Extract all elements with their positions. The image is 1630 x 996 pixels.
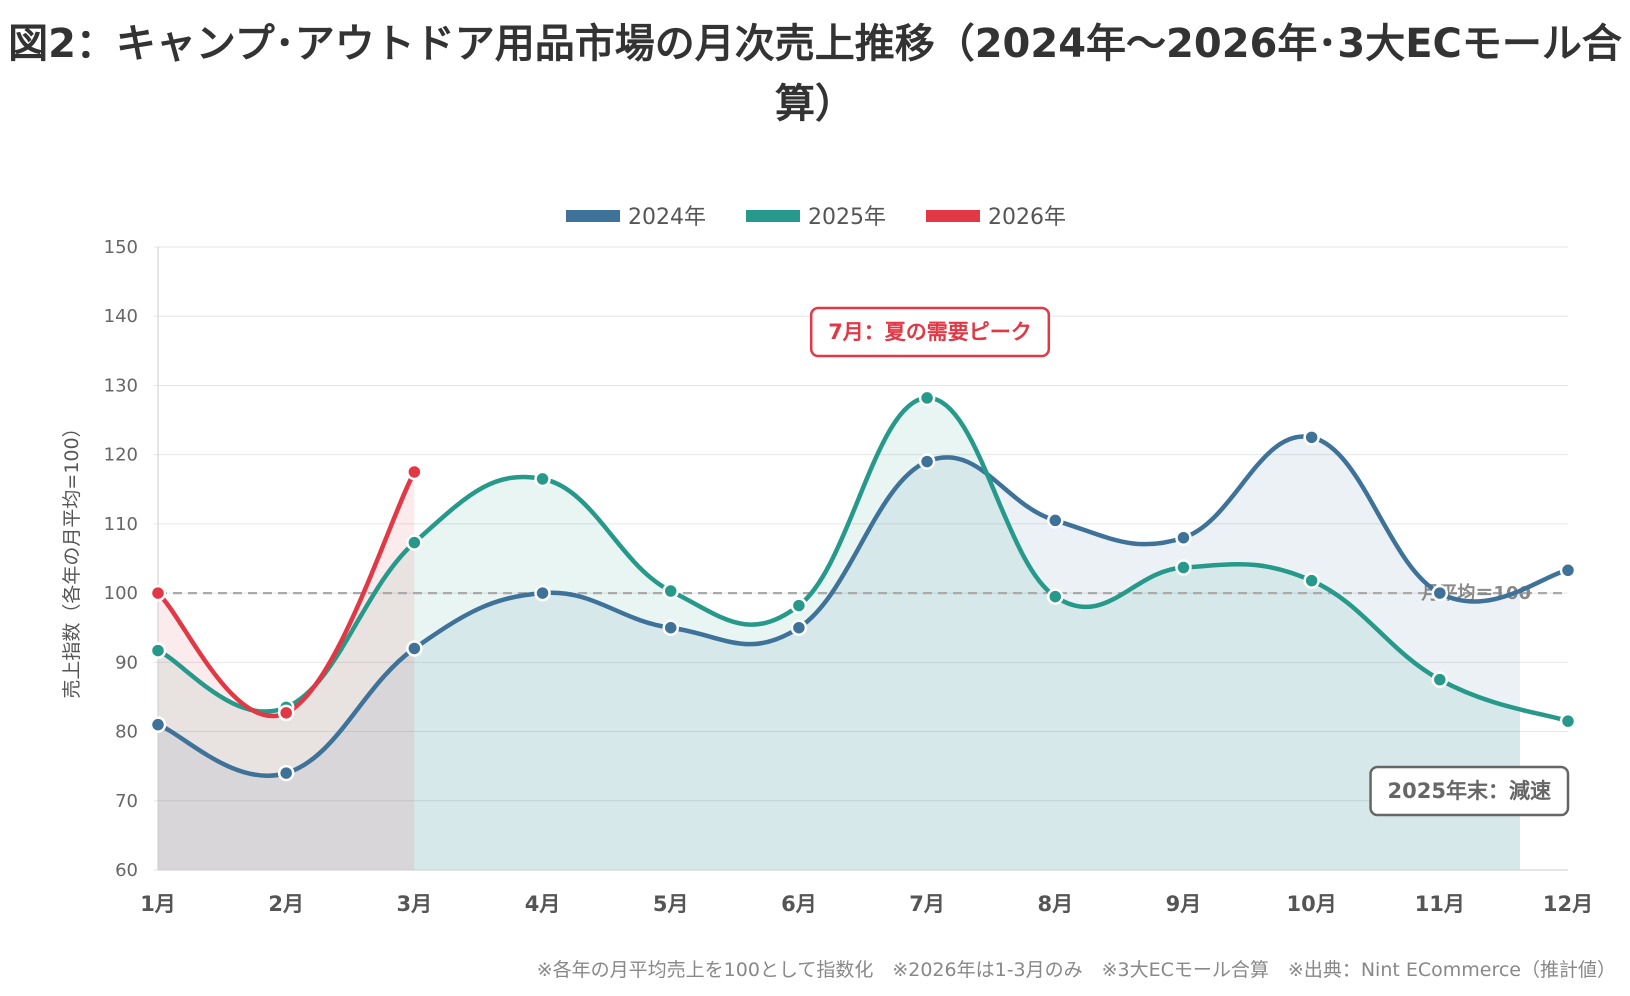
data-point bbox=[790, 597, 808, 614]
data-point bbox=[1047, 512, 1064, 529]
x-tick-label: 8月 bbox=[1037, 892, 1073, 916]
legend-swatch bbox=[566, 210, 620, 222]
data-point bbox=[1047, 588, 1064, 605]
data-point bbox=[406, 463, 423, 481]
y-tick-label: 140 bbox=[104, 306, 138, 327]
y-tick-label: 110 bbox=[104, 514, 138, 535]
data-point bbox=[662, 582, 679, 600]
chart-footnote: ※各年の月平均売上を100として指数化 ※2026年は1-3月のみ ※3大ECモ… bbox=[536, 959, 1616, 981]
series-area bbox=[158, 471, 415, 870]
data-point bbox=[149, 642, 167, 659]
legend-label: 2026年 bbox=[988, 205, 1066, 230]
annotation-box bbox=[1369, 765, 1570, 817]
data-point bbox=[149, 584, 167, 602]
y-tick-label: 70 bbox=[115, 791, 138, 812]
x-tick-label: 10月 bbox=[1287, 892, 1337, 916]
legend: 2024年 2025年 2026年 bbox=[566, 205, 1066, 230]
y-axis-label: 売上指数（各年の月平均=100） bbox=[61, 418, 83, 698]
x-tick-label: 3月 bbox=[397, 892, 433, 916]
legend-swatch bbox=[926, 210, 980, 222]
y-tick-label: 120 bbox=[104, 445, 138, 466]
data-point bbox=[277, 704, 295, 722]
legend-label: 2025年 bbox=[808, 205, 886, 230]
x-tick-label: 12月 bbox=[1543, 892, 1593, 916]
data-point bbox=[790, 619, 808, 636]
x-tick-label: 2月 bbox=[268, 892, 304, 916]
axis-labels: 60 70 80 90 100 110 120 130 140 150 1月 2月 3月 4月 5月 6月 7月… bbox=[61, 237, 1593, 916]
x-tick-label: 5月 bbox=[653, 892, 689, 916]
data-point bbox=[149, 716, 167, 733]
data-point bbox=[1431, 584, 1449, 602]
chart-title: 図2：キャンプ･アウトドア用品市場の月次売上推移（2024年〜2026年･3大E… bbox=[8, 21, 1622, 127]
x-tick-label: 9月 bbox=[1166, 892, 1202, 916]
y-tick-label: 130 bbox=[104, 375, 138, 396]
x-tick-label: 4月 bbox=[525, 892, 561, 916]
data-point bbox=[1303, 572, 1320, 589]
annotation-label: 2025年末：減速 bbox=[1388, 779, 1551, 803]
data-point bbox=[662, 619, 679, 636]
data-point bbox=[1559, 562, 1577, 579]
data-point bbox=[534, 584, 551, 602]
data-point bbox=[277, 764, 295, 782]
data-point bbox=[918, 389, 936, 407]
data-point bbox=[1431, 671, 1449, 688]
y-tick-label: 90 bbox=[115, 652, 138, 673]
series-area bbox=[158, 397, 1520, 870]
data-point bbox=[1175, 559, 1192, 576]
y-tick-label: 100 bbox=[104, 583, 138, 604]
annotation-box bbox=[809, 306, 1051, 358]
data-point bbox=[1303, 429, 1320, 446]
x-tick-label: 6月 bbox=[781, 892, 817, 916]
axes bbox=[157, 247, 1568, 871]
x-tick-label: 1月 bbox=[140, 892, 176, 916]
data-point bbox=[1175, 529, 1192, 546]
y-tick-label: 60 bbox=[115, 860, 138, 881]
annotation-label: 7月：夏の需要ピーク bbox=[828, 320, 1032, 344]
data-point bbox=[534, 470, 551, 488]
series-line bbox=[155, 434, 1571, 778]
legend-label: 2024年 bbox=[628, 205, 706, 230]
y-tick-label: 80 bbox=[115, 722, 138, 743]
data-point bbox=[1559, 712, 1577, 730]
data-point bbox=[406, 640, 423, 657]
x-tick-label: 11月 bbox=[1415, 892, 1465, 916]
series-points bbox=[149, 389, 1577, 782]
annotations: 7月：夏の需要ピーク 2025年末：減速 bbox=[809, 306, 1570, 817]
data-point bbox=[406, 534, 423, 551]
legend-swatch bbox=[746, 210, 800, 222]
x-tick-label: 7月 bbox=[909, 892, 945, 916]
series-areas bbox=[158, 397, 1520, 870]
y-tick-label: 150 bbox=[104, 237, 138, 258]
data-point bbox=[918, 453, 936, 470]
